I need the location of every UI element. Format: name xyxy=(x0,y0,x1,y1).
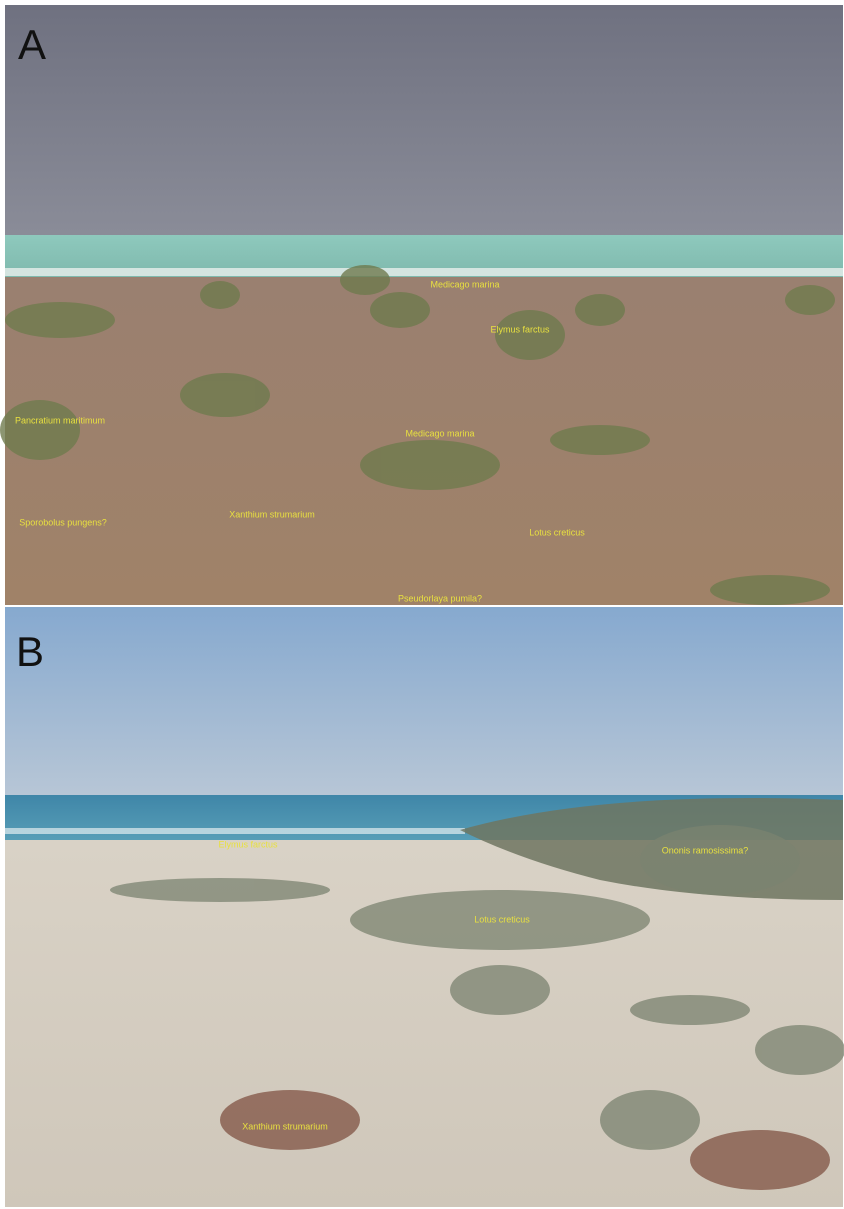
panel-label: B xyxy=(16,628,44,675)
species-annotation: Lotus creticus xyxy=(474,914,530,924)
species-annotation: Pseudorlaya pumila? xyxy=(398,593,482,603)
species-annotation: Sporobolus pungens? xyxy=(19,517,107,527)
species-annotation: Xanthium strumarium xyxy=(229,509,315,519)
page: A Medicago marina Elymus farctus Pancratium… xyxy=(0,0,844,1209)
figure: A Medicago marina Elymus farctus Pancratium… xyxy=(0,0,844,1209)
species-annotation: Elymus farctus xyxy=(218,839,278,849)
species-annotation: Medicago marina xyxy=(405,428,474,438)
photo-b xyxy=(5,607,844,1207)
species-annotation: Lotus creticus xyxy=(529,527,585,537)
panel-label: A xyxy=(18,21,46,68)
species-annotation: Elymus farctus xyxy=(490,324,550,334)
species-annotation: Ononis ramosissima? xyxy=(662,845,749,855)
species-annotation: Medicago marina xyxy=(430,279,499,289)
species-annotation: Pancratium maritimum xyxy=(15,415,105,425)
species-annotation: Xanthium strumarium xyxy=(242,1121,328,1131)
photo-a xyxy=(0,5,843,605)
